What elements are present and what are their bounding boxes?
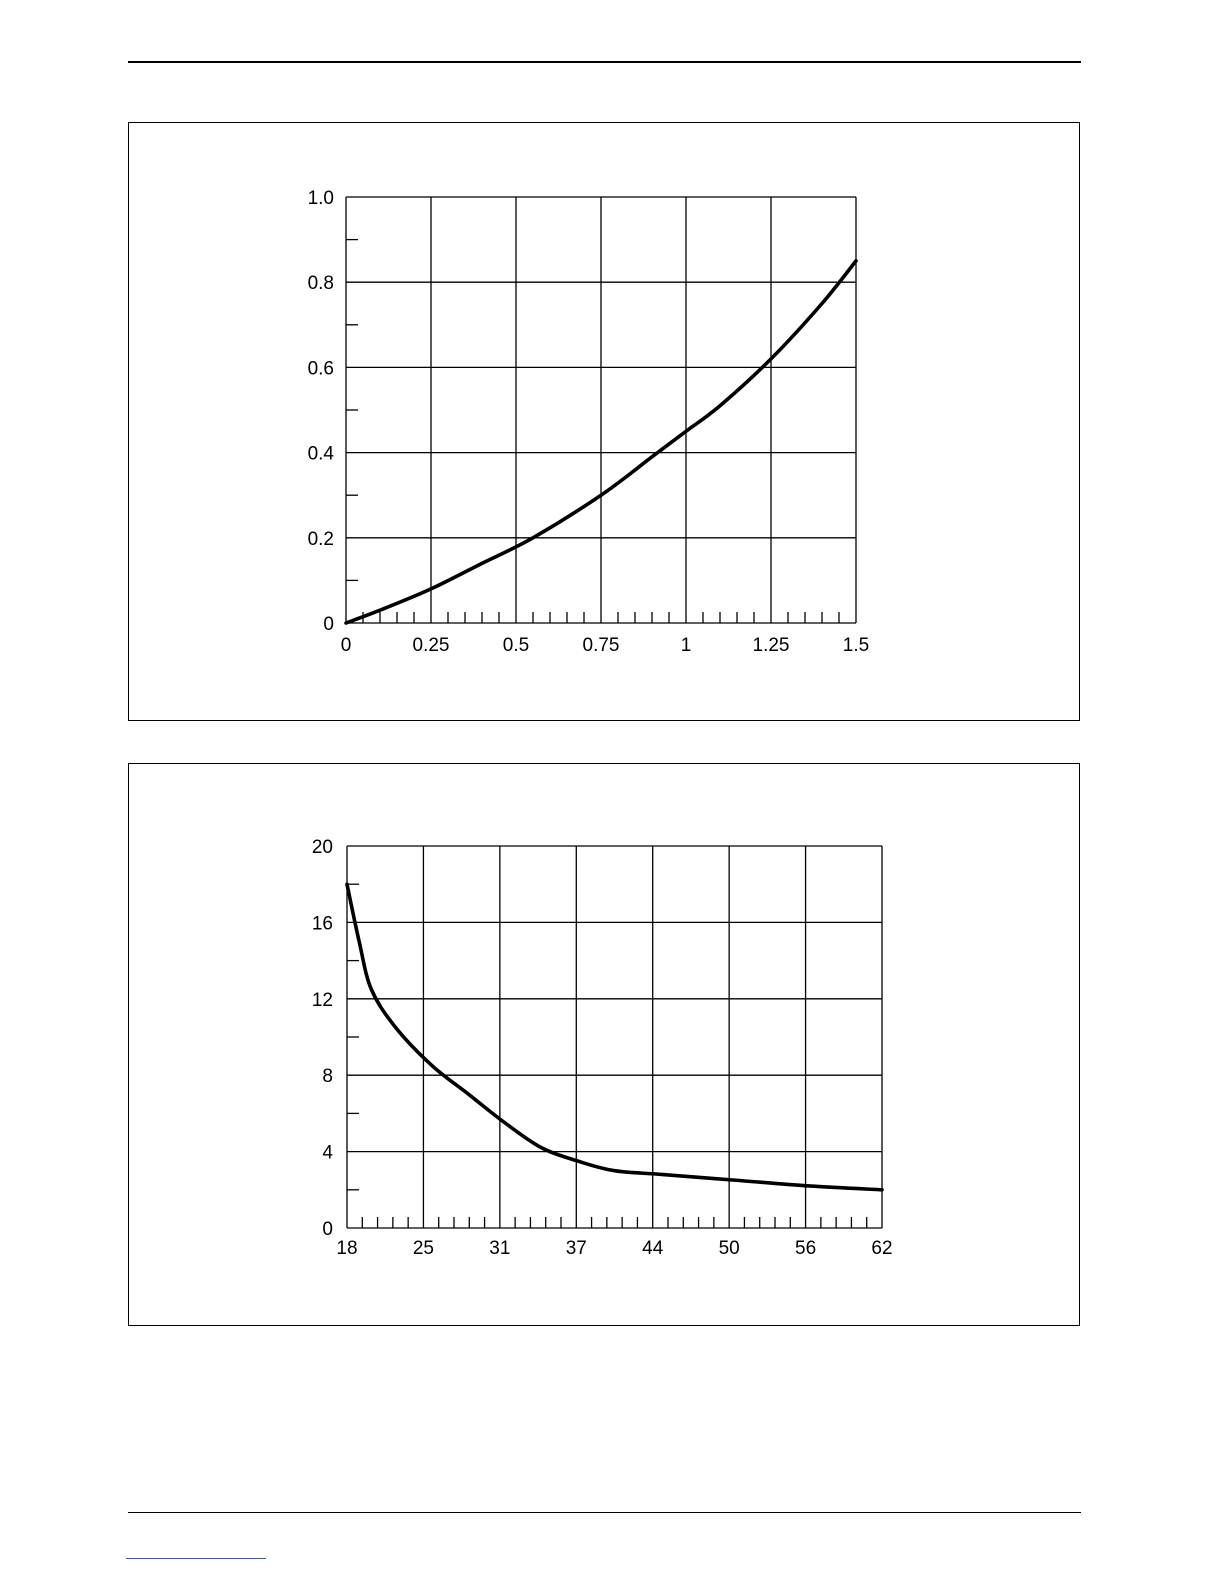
x-tick-label: 1 [681,635,692,656]
chart-1: 0 0.25 0.5 0.75 1 1.25 1.5 0 0.2 0.4 0.6 0.8 1.0 [308,188,870,656]
footer-rule [128,1512,1081,1513]
x-tick-label: 62 [871,1238,892,1259]
footer-link-underline[interactable] [126,1558,266,1559]
x-tick-label: 18 [336,1238,357,1259]
header-rule [128,61,1081,63]
y-tick-label: 8 [322,1066,333,1087]
y-tick-label: 4 [322,1143,333,1164]
x-tick-label: 0 [341,635,352,656]
y-tick-label: 0.8 [308,273,334,294]
x-tick-label: 1.5 [843,635,869,656]
chart-panel-1 [128,122,1080,721]
y-tick-label: 0 [322,1219,333,1240]
x-tick-label: 25 [413,1238,434,1259]
y-tick-label: 12 [312,990,333,1011]
x-tick-label: 1.25 [753,635,790,656]
y-tick-label: 20 [312,837,333,858]
x-tick-label: 44 [642,1238,664,1259]
y-tick-label: 0.6 [308,358,334,379]
x-tick-label: 31 [489,1238,510,1259]
series-line [344,259,858,625]
y-tick-label: 0.2 [308,529,334,550]
chart-2: 18 25 31 37 44 50 56 62 0 4 8 12 16 20 [312,837,893,1259]
y-tick-label: 1.0 [308,188,334,209]
chart-panel-2 [128,763,1080,1326]
y-tick-label: 16 [312,913,333,934]
x-tick-label: 0.5 [503,635,529,656]
x-tick-label: 0.75 [583,635,620,656]
x-tick-label: 50 [719,1238,740,1259]
y-tick-label: 0 [323,614,334,635]
x-tick-label: 56 [795,1238,816,1259]
y-tick-label: 0.4 [308,444,335,465]
series-line [345,882,884,1192]
x-tick-label: 0.25 [413,635,450,656]
x-tick-label: 37 [566,1238,587,1259]
